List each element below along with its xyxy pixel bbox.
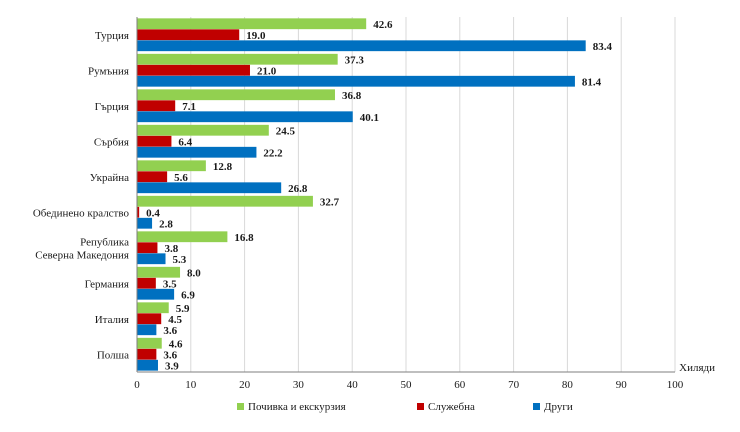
x-axis-unit-label: Хиляди [679, 362, 715, 374]
bar-2-7 [137, 242, 158, 254]
x-tick-label: 90 [616, 379, 628, 391]
x-tick-label: 100 [667, 379, 684, 391]
value-label: 7.1 [182, 101, 196, 113]
category-label: Турция [95, 30, 129, 42]
legend-label: Почивка и екскурзия [248, 401, 346, 413]
bar-3-4 [137, 146, 257, 158]
x-tick-label: 80 [562, 379, 574, 391]
x-tick-label: 40 [347, 379, 359, 391]
bar-2-1 [137, 29, 240, 41]
category-label: Италия [95, 314, 129, 326]
bar-3-2 [137, 75, 575, 87]
value-label: 5.3 [173, 254, 187, 266]
value-label: 4.6 [169, 338, 183, 350]
bar-2-2 [137, 64, 250, 76]
value-label: 81.4 [582, 76, 602, 88]
bar-1-1 [137, 18, 367, 30]
value-label: 3.8 [164, 243, 178, 255]
value-label: 12.8 [213, 161, 233, 173]
x-tick-label: 0 [134, 379, 140, 391]
category-label: Германия [85, 278, 129, 290]
value-label: 8.0 [187, 267, 201, 279]
bar-3-3 [137, 111, 353, 123]
value-label: 16.8 [234, 232, 254, 244]
value-label: 26.8 [288, 183, 308, 195]
bar-3-8 [137, 288, 175, 300]
value-label: 40.1 [360, 112, 379, 124]
legend-label: Служебна [428, 401, 475, 413]
value-label: 3.5 [163, 278, 177, 290]
value-label: 0.4 [146, 207, 160, 219]
value-label: 6.4 [178, 136, 192, 148]
value-label: 83.4 [593, 41, 613, 53]
bar-1-2 [137, 53, 338, 65]
bar-2-9 [137, 313, 162, 325]
category-label: Северна Македония [35, 249, 129, 261]
value-label: 32.7 [320, 196, 340, 208]
category-label: Украйна [90, 172, 129, 184]
bar-2-10 [137, 348, 157, 360]
value-label: 42.6 [373, 19, 393, 31]
category-label: Гърция [95, 101, 129, 113]
bar-2-4 [137, 135, 172, 147]
x-tick-label: 20 [239, 379, 251, 391]
value-label: 3.6 [163, 349, 177, 361]
value-label: 24.5 [276, 125, 296, 137]
value-label: 5.6 [174, 172, 188, 184]
value-label: 3.6 [163, 325, 177, 337]
bar-3-1 [137, 40, 586, 52]
bar-1-4 [137, 124, 269, 136]
category-label: Обединено кралство [33, 207, 130, 219]
bar-2-6 [137, 206, 140, 218]
category-label: Република [80, 236, 129, 248]
value-label: 36.8 [342, 90, 362, 102]
bar-3-7 [137, 253, 166, 265]
bar-2-5 [137, 171, 168, 183]
bar-1-7 [137, 231, 228, 243]
value-label: 5.9 [176, 303, 190, 315]
legend-swatch [417, 403, 424, 410]
value-label: 37.3 [345, 54, 365, 66]
x-tick-label: 60 [454, 379, 466, 391]
value-label: 3.9 [165, 360, 179, 372]
bar-1-8 [137, 266, 181, 278]
bar-1-9 [137, 302, 169, 314]
x-tick-label: 10 [185, 379, 197, 391]
bar-2-8 [137, 277, 156, 289]
bar-3-5 [137, 182, 282, 194]
bar-1-5 [137, 160, 206, 172]
value-label: 19.0 [246, 30, 266, 42]
value-label: 2.8 [159, 218, 173, 230]
bar-3-6 [137, 217, 153, 229]
bar-3-10 [137, 359, 158, 371]
bar-1-6 [137, 195, 313, 207]
category-label: Полша [97, 349, 129, 361]
legend-label: Други [544, 401, 573, 413]
category-label: Румъния [88, 65, 129, 77]
legend-swatch [237, 403, 244, 410]
bar-2-3 [137, 100, 176, 112]
x-tick-label: 50 [401, 379, 413, 391]
value-label: 21.0 [257, 65, 277, 77]
value-label: 6.9 [181, 289, 195, 301]
bar-3-9 [137, 324, 157, 336]
x-tick-label: 70 [508, 379, 520, 391]
x-tick-label: 30 [293, 379, 305, 391]
category-label: Сърбия [94, 136, 129, 148]
bar-1-10 [137, 337, 162, 349]
value-label: 22.2 [263, 147, 283, 159]
bar-1-3 [137, 89, 335, 101]
legend-swatch [533, 403, 540, 410]
value-label: 4.5 [168, 314, 182, 326]
